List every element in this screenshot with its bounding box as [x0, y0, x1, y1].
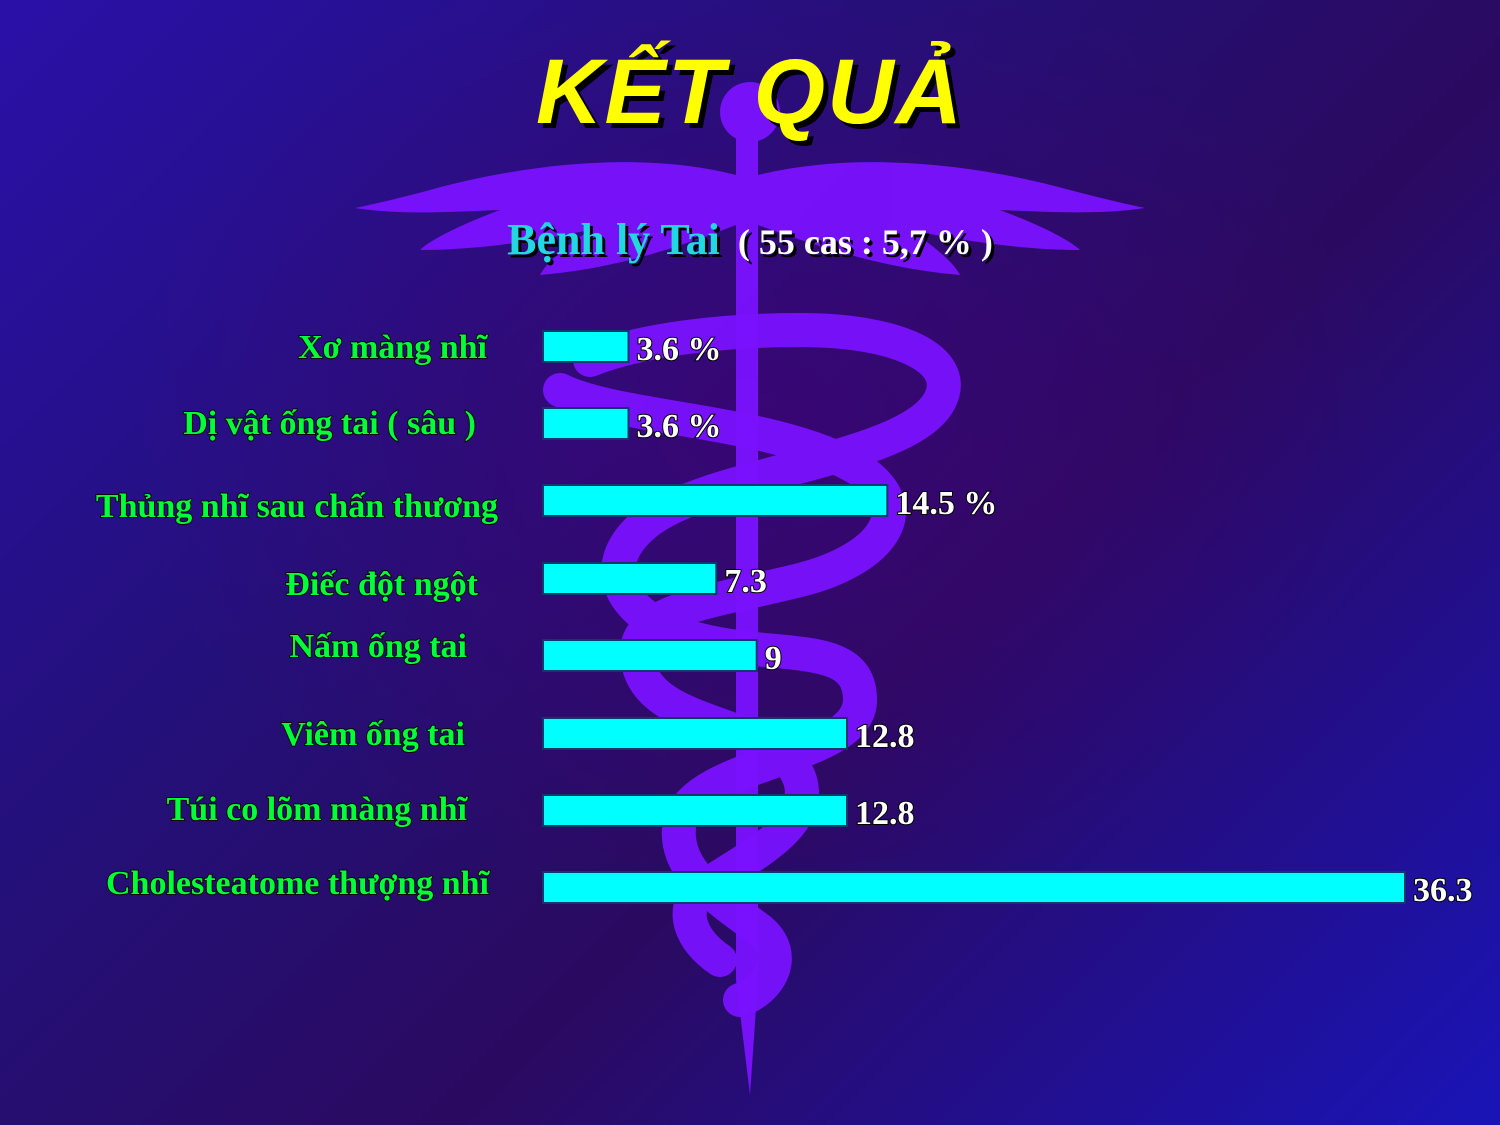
- page-title: KẾT QUẢ: [536, 41, 964, 143]
- category-label: Thủng nhĩ sau chấn thương: [96, 488, 498, 525]
- category-label: Xơ màng nhĩ: [298, 329, 488, 366]
- category-label: Nấm ống tai: [289, 628, 467, 665]
- value-label: 3.6 %: [636, 331, 721, 368]
- category-label: Cholesteatome thượng nhĩ: [106, 865, 491, 902]
- category-label: Túi co lõm màng nhĩ: [167, 791, 469, 828]
- value-label: 12.8: [855, 795, 915, 832]
- subtitle-count: ( 55 cas : 5,7 % ): [737, 222, 993, 262]
- category-label: Viêm ống tai: [281, 716, 465, 753]
- bar: [542, 717, 848, 750]
- value-label: 9: [765, 640, 782, 677]
- value-label: 12.8: [855, 718, 915, 755]
- value-label: 3.6 %: [636, 408, 721, 445]
- value-label: 36.3: [1413, 872, 1473, 909]
- bar: [542, 562, 718, 595]
- value-label: 7.3: [724, 563, 767, 600]
- category-label: Điếc đột ngột: [285, 566, 478, 603]
- bar: [542, 484, 889, 517]
- bar: [542, 639, 758, 672]
- bar: [542, 330, 630, 363]
- subtitle-main: Bệnh lý Tai: [507, 215, 720, 264]
- chart-subtitle: Bệnh lý Tai ( 55 cas : 5,7 % ): [0, 214, 1500, 265]
- bar: [542, 794, 848, 827]
- bar: [542, 871, 1406, 904]
- bar: [542, 407, 630, 440]
- category-label: Dị vật ống tai ( sâu ): [183, 405, 476, 442]
- value-label: 14.5 %: [895, 485, 997, 522]
